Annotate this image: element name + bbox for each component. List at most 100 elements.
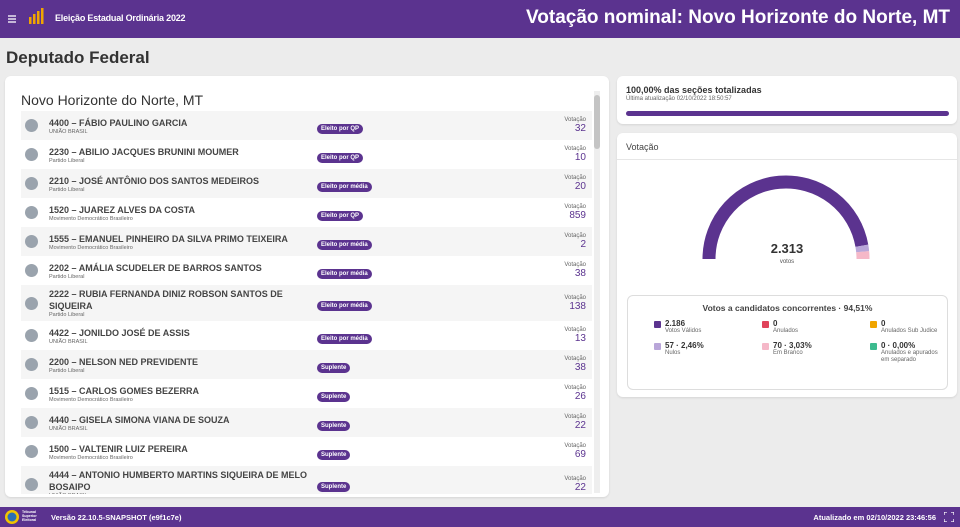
legend-swatch — [762, 321, 769, 328]
candidate-info: 4422 – JONILDO JOSÉ DE ASSIS UNIÃO BRASIL — [49, 327, 317, 345]
votes-value: 22 — [574, 481, 586, 493]
scrollbar[interactable] — [594, 91, 600, 493]
candidate-name: 4400 – FÁBIO PAULINO GARCIA — [49, 117, 188, 128]
candidate-row[interactable]: 1515 – CARLOS GOMES BEZERRA Movimento Dem… — [21, 379, 592, 408]
candidate-row[interactable]: 2222 – RUBIA FERNANDA DINIZ ROBSON SANTO… — [21, 285, 592, 321]
footer: Tribunal Superior Eleitoral Versão 22.10… — [0, 507, 960, 527]
candidate-party: Partido Liberal — [49, 186, 85, 193]
candidate-name: 1500 – VALTENIR LUIZ PEREIRA — [49, 443, 188, 454]
candidate-row[interactable]: 2230 – ABILIO JACQUES BRUNINI MOUMER Part… — [21, 140, 592, 169]
votes-value: 20 — [574, 181, 586, 192]
votes-title: Votação — [626, 142, 659, 152]
candidate-row[interactable]: 1520 – JUAREZ ALVES DA COSTA Movimento De… — [21, 198, 592, 227]
breakdown-title: Votos a candidatos concorrentes · 94,51% — [702, 303, 873, 313]
divider — [617, 159, 957, 160]
legend-text: 0 Anulados — [773, 319, 835, 335]
legend-text: 57 · 2,46% Nulos — [665, 341, 727, 364]
avatar — [25, 387, 38, 400]
candidate-row[interactable]: 1500 – VALTENIR LUIZ PEREIRA Movimento De… — [21, 437, 592, 466]
candidate-name: 1520 – JUAREZ ALVES DA COSTA — [49, 204, 196, 215]
avatar — [25, 329, 38, 342]
avatar — [25, 177, 38, 190]
legend-label: Anulados e apurados em separado — [881, 350, 938, 363]
candidate-party: Partido Liberal — [49, 157, 85, 164]
avatar — [25, 119, 38, 132]
candidate-name: 2200 – NELSON NED PREVIDENTE — [49, 356, 199, 367]
legend-value: 0 · 0,00% — [881, 341, 916, 350]
fullscreen-icon[interactable] — [944, 512, 954, 522]
last-update: Última atualização 02/10/2022 18:50:57 — [626, 96, 732, 102]
header-icons — [8, 8, 44, 24]
candidate-name: 4444 – ANTONIO HUMBERTO MARTINS SIQUEIRA… — [49, 470, 308, 492]
status-badge: Suplente — [317, 449, 351, 460]
candidate-name: 2202 – AMÁLIA SCUDELER DE BARROS SANTOS — [49, 262, 262, 273]
logo — [29, 8, 44, 24]
avatar — [25, 148, 38, 161]
candidate-row[interactable]: 4400 – FÁBIO PAULINO GARCIA UNIÃO BRASIL E… — [21, 111, 592, 140]
candidate-party: Movimento Democrático Brasileiro — [49, 396, 133, 403]
gauge — [702, 175, 870, 260]
candidate-row[interactable]: 4440 – GISELA SIMONA VIANA DE SOUZA UNIÃO… — [21, 408, 592, 437]
footer-version: Versão 22.10.5-SNAPSHOT (e9f1c7e) — [51, 513, 182, 522]
menu-icon[interactable] — [8, 15, 16, 23]
votes: Votação 32 — [557, 117, 592, 134]
avatar — [25, 358, 38, 371]
footer-logo — [5, 510, 19, 524]
legend-value: 0 — [773, 319, 778, 328]
legend-item: 2.186 Votos Válidos — [654, 319, 762, 335]
legend-value: 2.186 — [665, 319, 686, 328]
legend-label: Votos Válidos — [665, 328, 702, 334]
votes-label: Votação — [564, 146, 586, 152]
footer-updated: Atualizado em 02/10/2022 23:46:56 — [813, 513, 936, 522]
candidate-info: 2210 – JOSÉ ANTÔNIO DOS SANTOS MEDEIROS P… — [49, 175, 317, 193]
votes-label: Votação — [564, 475, 586, 482]
candidate-row[interactable]: 2202 – AMÁLIA SCUDELER DE BARROS SANTOS P… — [21, 256, 592, 285]
avatar — [25, 235, 38, 248]
votes: Votação 13 — [557, 327, 592, 344]
candidate-name: 4440 – GISELA SIMONA VIANA DE SOUZA — [49, 414, 230, 425]
legend-label: Anulados — [773, 328, 799, 334]
candidate-party: Movimento Democrático Brasileiro — [49, 244, 133, 251]
footer-org: Tribunal Superior Eleitoral — [22, 510, 37, 522]
votes-label: Votação — [564, 175, 586, 181]
candidate-party: UNIÃO BRASIL — [49, 425, 88, 432]
votes: Votação 38 — [557, 262, 592, 279]
candidate-row[interactable]: 4444 – ANTONIO HUMBERTO MARTINS SIQUEIRA… — [21, 466, 592, 494]
candidate-info: 4444 – ANTONIO HUMBERTO MARTINS SIQUEIRA… — [49, 469, 317, 494]
votes-value: 38 — [574, 268, 586, 279]
candidate-row[interactable]: 4422 – JONILDO JOSÉ DE ASSIS UNIÃO BRASIL… — [21, 321, 592, 350]
votes-label: Votação — [564, 204, 586, 210]
avatar — [25, 264, 38, 277]
legend-item: 0 Anulados — [762, 319, 870, 335]
candidate-row[interactable]: 2210 – JOSÉ ANTÔNIO DOS SANTOS MEDEIROS P… — [21, 169, 592, 198]
total-unit: votos — [779, 259, 795, 265]
candidate-row[interactable]: 2200 – NELSON NED PREVIDENTE Partido Libe… — [21, 350, 592, 379]
legend-label: Anulados Sub Judice — [881, 328, 938, 334]
votes: Votação 38 — [557, 356, 592, 373]
status: Eleito por média — [317, 262, 557, 280]
status: Suplente — [317, 475, 557, 493]
avatar — [25, 477, 38, 491]
votes-label: Votação — [564, 356, 586, 362]
status: Eleito por média — [317, 233, 557, 251]
candidate-info: 4400 – FÁBIO PAULINO GARCIA UNIÃO BRASIL — [49, 117, 317, 135]
legend-value: 70 · 3,03% — [773, 341, 812, 350]
candidate-row[interactable]: 1555 – EMANUEL PINHEIRO DA SILVA PRIMO T… — [21, 227, 592, 256]
votes: Votação 138 — [557, 295, 592, 312]
total-votes: 2.313 — [770, 241, 804, 256]
votes-card: Votação 2.313 votos Votos a candidatos c… — [617, 133, 957, 397]
scroll-thumb[interactable] — [594, 95, 600, 149]
status-badge: Eleito por média — [317, 268, 372, 279]
candidate-party: UNIÃO BRASIL — [49, 128, 88, 135]
legend-swatch — [654, 321, 661, 328]
votes: Votação 20 — [557, 175, 592, 192]
status-badge: Suplente — [317, 482, 351, 492]
candidate-name: 2222 – RUBIA FERNANDA DINIZ ROBSON SANTO… — [49, 289, 283, 311]
votes-value: 859 — [569, 210, 586, 221]
votes-label: Votação — [564, 294, 586, 301]
votes-label: Votação — [564, 443, 586, 449]
votes: Votação 69 — [557, 443, 592, 460]
progress-bar — [626, 111, 949, 116]
avatar — [25, 296, 38, 310]
votes: Votação 26 — [557, 385, 592, 402]
